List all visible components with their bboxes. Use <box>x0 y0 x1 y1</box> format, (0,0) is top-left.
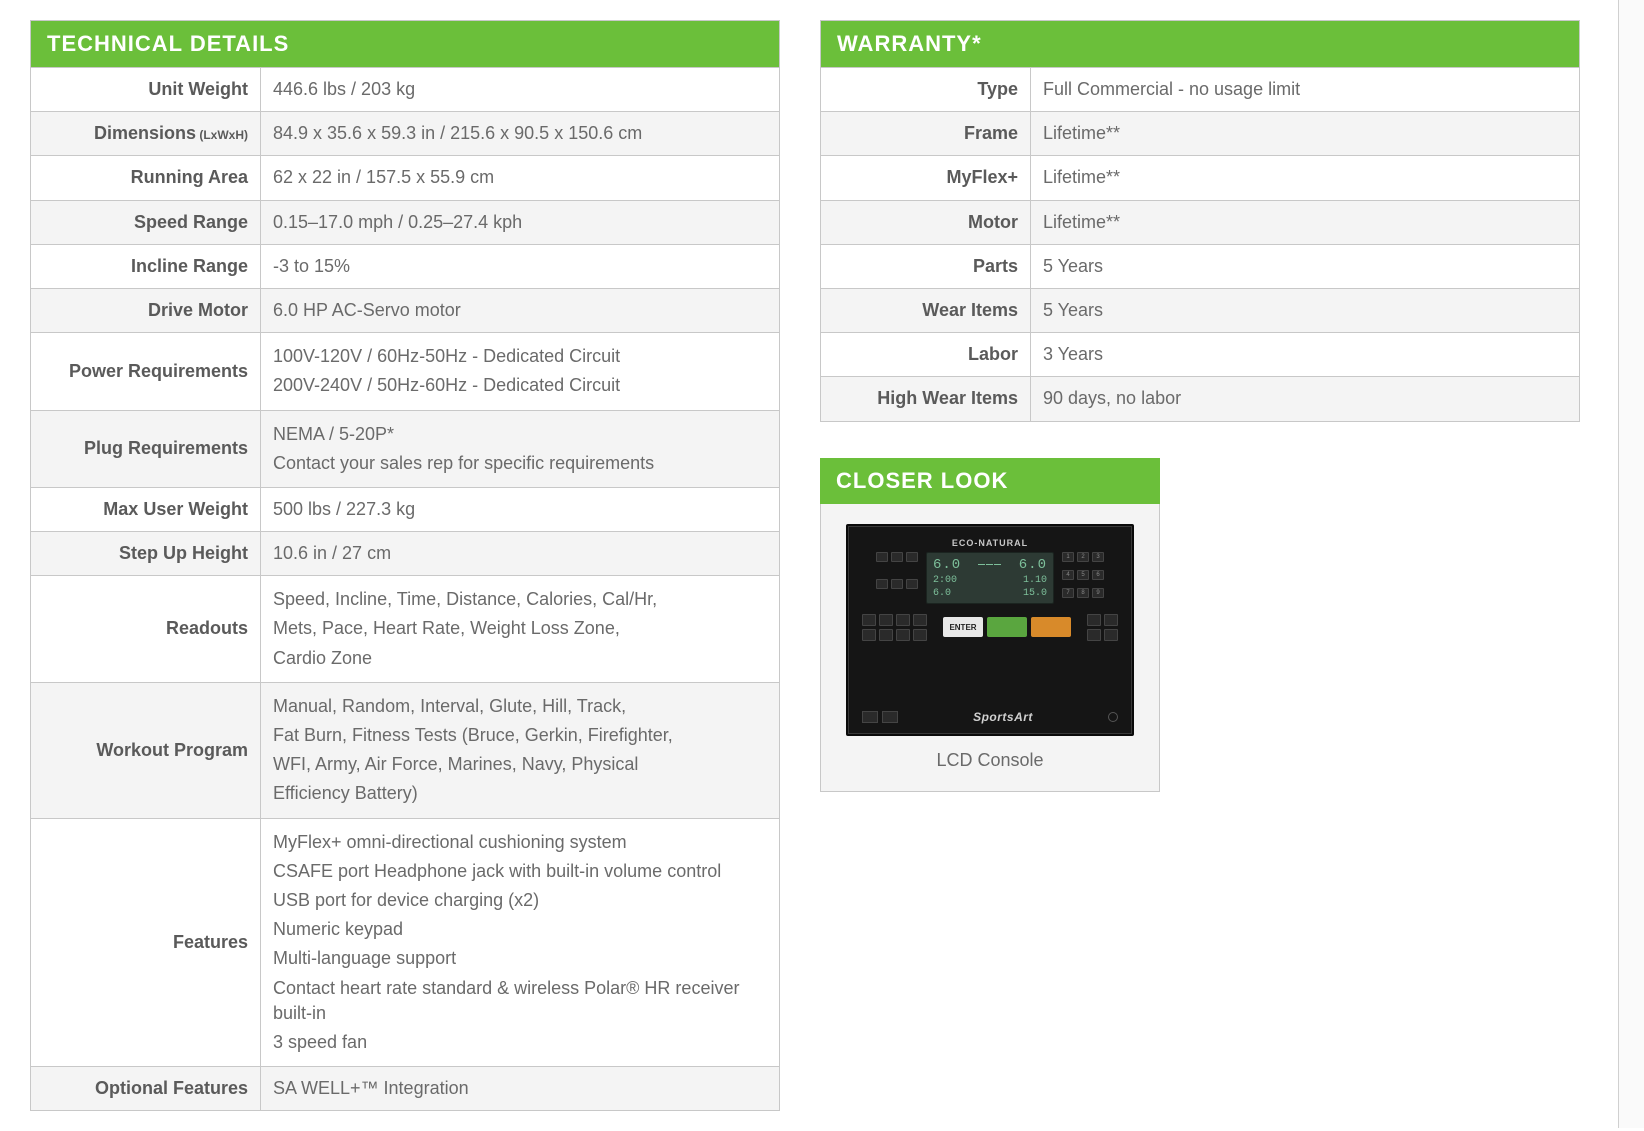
spec-label: Frame <box>821 112 1031 156</box>
spec-value: 3 Years <box>1031 333 1580 377</box>
spec-value: NEMA / 5-20P*Contact your sales rep for … <box>261 410 780 487</box>
main-buttons-icon: ENTER <box>943 617 1071 637</box>
table-row: MotorLifetime** <box>821 200 1580 244</box>
spec-value: Full Commercial - no usage limit <box>1031 68 1580 112</box>
spec-value: 500 lbs / 227.3 kg <box>261 487 780 531</box>
closer-look-caption: LCD Console <box>936 750 1043 771</box>
table-row: Speed Range0.15–17.0 mph / 0.25–27.4 kph <box>31 200 780 244</box>
spec-label: Speed Range <box>31 200 261 244</box>
spec-value: 100V-120V / 60Hz-50Hz - Dedicated Circui… <box>261 333 780 410</box>
scrollbar-track[interactable] <box>1618 0 1644 1128</box>
spec-label: Incline Range <box>31 244 261 288</box>
closer-look-body: ECO-NATURAL 6.0 ⎯⎯⎯ 6.0 2: <box>820 504 1160 792</box>
spec-value: 5 Years <box>1031 244 1580 288</box>
keypad-left-icon <box>876 552 918 604</box>
table-row: Power Requirements100V-120V / 60Hz-50Hz … <box>31 333 780 410</box>
spec-value: 84.9 x 35.6 x 59.3 in / 215.6 x 90.5 x 1… <box>261 112 780 156</box>
spec-label: Step Up Height <box>31 532 261 576</box>
spec-label: Max User Weight <box>31 487 261 531</box>
warranty-table: TypeFull Commercial - no usage limitFram… <box>820 67 1580 422</box>
closer-look-header: CLOSER LOOK <box>820 458 1160 504</box>
technical-details-table: Unit Weight446.6 lbs / 203 kgDimensions … <box>30 67 780 1111</box>
closer-look-panel: CLOSER LOOK ECO-NATURAL 6.0 ⎯⎯⎯ 6.0 <box>820 458 1160 792</box>
power-dot-icon <box>1108 712 1118 722</box>
spec-value: SA WELL+™ Integration <box>261 1067 780 1111</box>
spec-label: Wear Items <box>821 288 1031 332</box>
console-logo: SportsArt <box>973 710 1033 724</box>
spec-value: Lifetime** <box>1031 156 1580 200</box>
table-row: High Wear Items90 days, no labor <box>821 377 1580 421</box>
table-row: Drive Motor6.0 HP AC-Servo motor <box>31 288 780 332</box>
table-row: Dimensions (LxWxH)84.9 x 35.6 x 59.3 in … <box>31 112 780 156</box>
table-row: Workout ProgramManual, Random, Interval,… <box>31 682 780 818</box>
spec-value: MyFlex+ omni-directional cushioning syst… <box>261 818 780 1067</box>
spec-label: Unit Weight <box>31 68 261 112</box>
table-row: FrameLifetime** <box>821 112 1580 156</box>
table-row: ReadoutsSpeed, Incline, Time, Distance, … <box>31 576 780 683</box>
spec-value: 6.0 HP AC-Servo motor <box>261 288 780 332</box>
spec-label: Plug Requirements <box>31 410 261 487</box>
spec-label: Optional Features <box>31 1067 261 1111</box>
spec-value: 0.15–17.0 mph / 0.25–27.4 kph <box>261 200 780 244</box>
two-column-layout: TECHNICAL DETAILS Unit Weight446.6 lbs /… <box>30 20 1614 1111</box>
spec-label: Readouts <box>31 576 261 683</box>
table-row: Max User Weight500 lbs / 227.3 kg <box>31 487 780 531</box>
table-row: Labor3 Years <box>821 333 1580 377</box>
table-row: TypeFull Commercial - no usage limit <box>821 68 1580 112</box>
lcd-screen-icon: 6.0 ⎯⎯⎯ 6.0 2:00 1.10 6.0 15.0 <box>926 552 1054 604</box>
spec-value: Lifetime** <box>1031 112 1580 156</box>
spec-label: Workout Program <box>31 682 261 818</box>
footer-chips-icon <box>862 711 898 723</box>
spec-value: 90 days, no labor <box>1031 377 1580 421</box>
warranty-header: WARRANTY* <box>820 20 1580 67</box>
table-row: FeaturesMyFlex+ omni-directional cushion… <box>31 818 780 1067</box>
spec-label: Parts <box>821 244 1031 288</box>
spec-label: Type <box>821 68 1031 112</box>
spec-label: Dimensions (LxWxH) <box>31 112 261 156</box>
spec-label: Motor <box>821 200 1031 244</box>
technical-details-header: TECHNICAL DETAILS <box>30 20 780 67</box>
spec-label: Drive Motor <box>31 288 261 332</box>
table-row: Unit Weight446.6 lbs / 203 kg <box>31 68 780 112</box>
lcd-console-image: ECO-NATURAL 6.0 ⎯⎯⎯ 6.0 2: <box>846 524 1134 736</box>
spec-label: Power Requirements <box>31 333 261 410</box>
keypad-right-icon: 123456789 <box>1062 552 1104 604</box>
spec-label: High Wear Items <box>821 377 1031 421</box>
spec-value: 446.6 lbs / 203 kg <box>261 68 780 112</box>
table-row: Wear Items5 Years <box>821 288 1580 332</box>
program-buttons-icon <box>862 614 927 641</box>
spec-value: Manual, Random, Interval, Glute, Hill, T… <box>261 682 780 818</box>
table-row: Parts5 Years <box>821 244 1580 288</box>
console-brand-text: ECO-NATURAL <box>862 538 1118 548</box>
spec-value: 5 Years <box>1031 288 1580 332</box>
arrow-buttons-icon <box>1087 614 1118 641</box>
right-column: WARRANTY* TypeFull Commercial - no usage… <box>820 20 1580 792</box>
spec-value: 62 x 22 in / 157.5 x 55.9 cm <box>261 156 780 200</box>
table-row: Step Up Height10.6 in / 27 cm <box>31 532 780 576</box>
spec-value: Lifetime** <box>1031 200 1580 244</box>
warranty-panel: WARRANTY* TypeFull Commercial - no usage… <box>820 20 1580 422</box>
table-row: Incline Range-3 to 15% <box>31 244 780 288</box>
technical-details-panel: TECHNICAL DETAILS Unit Weight446.6 lbs /… <box>30 20 780 1111</box>
spec-value: -3 to 15% <box>261 244 780 288</box>
spec-label: Running Area <box>31 156 261 200</box>
table-row: Running Area62 x 22 in / 157.5 x 55.9 cm <box>31 156 780 200</box>
spec-value: 10.6 in / 27 cm <box>261 532 780 576</box>
spec-label: Labor <box>821 333 1031 377</box>
spec-value: Speed, Incline, Time, Distance, Calories… <box>261 576 780 683</box>
table-row: Optional FeaturesSA WELL+™ Integration <box>31 1067 780 1111</box>
spec-label: MyFlex+ <box>821 156 1031 200</box>
table-row: MyFlex+Lifetime** <box>821 156 1580 200</box>
spec-label: Features <box>31 818 261 1067</box>
table-row: Plug RequirementsNEMA / 5-20P*Contact yo… <box>31 410 780 487</box>
